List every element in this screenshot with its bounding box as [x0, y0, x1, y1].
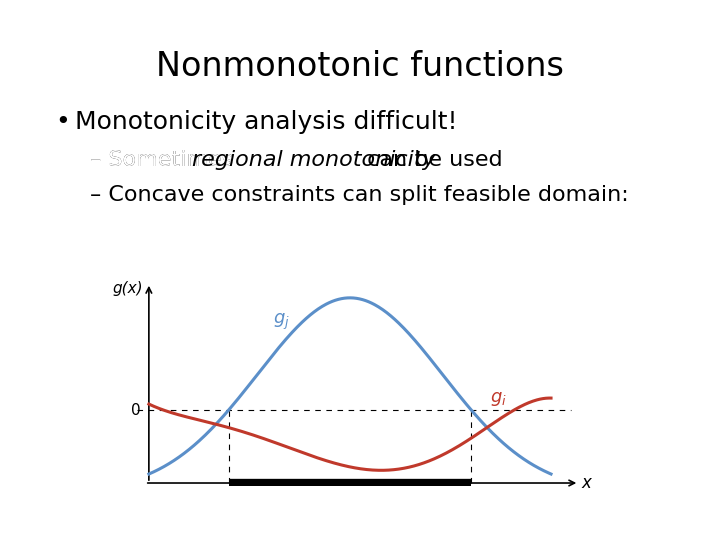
Text: x: x: [581, 474, 591, 492]
Text: $g_j$: $g_j$: [273, 312, 290, 332]
Text: can be used: can be used: [360, 150, 503, 170]
Text: Nonmonotonic functions: Nonmonotonic functions: [156, 50, 564, 83]
Text: 0: 0: [131, 402, 141, 417]
Text: – Sometimes: – Sometimes: [90, 150, 240, 170]
Text: •: •: [55, 110, 70, 134]
Text: regional monotonicity: regional monotonicity: [192, 150, 436, 170]
Text: – Sometimes regional monotonicity can be used: – Sometimes regional monotonicity can be…: [90, 150, 626, 170]
Text: g(x): g(x): [112, 281, 143, 296]
Text: – Concave constraints can split feasible domain:: – Concave constraints can split feasible…: [90, 185, 629, 205]
Text: Monotonicity analysis difficult!: Monotonicity analysis difficult!: [75, 110, 457, 134]
Text: $g_i$: $g_i$: [490, 390, 507, 408]
